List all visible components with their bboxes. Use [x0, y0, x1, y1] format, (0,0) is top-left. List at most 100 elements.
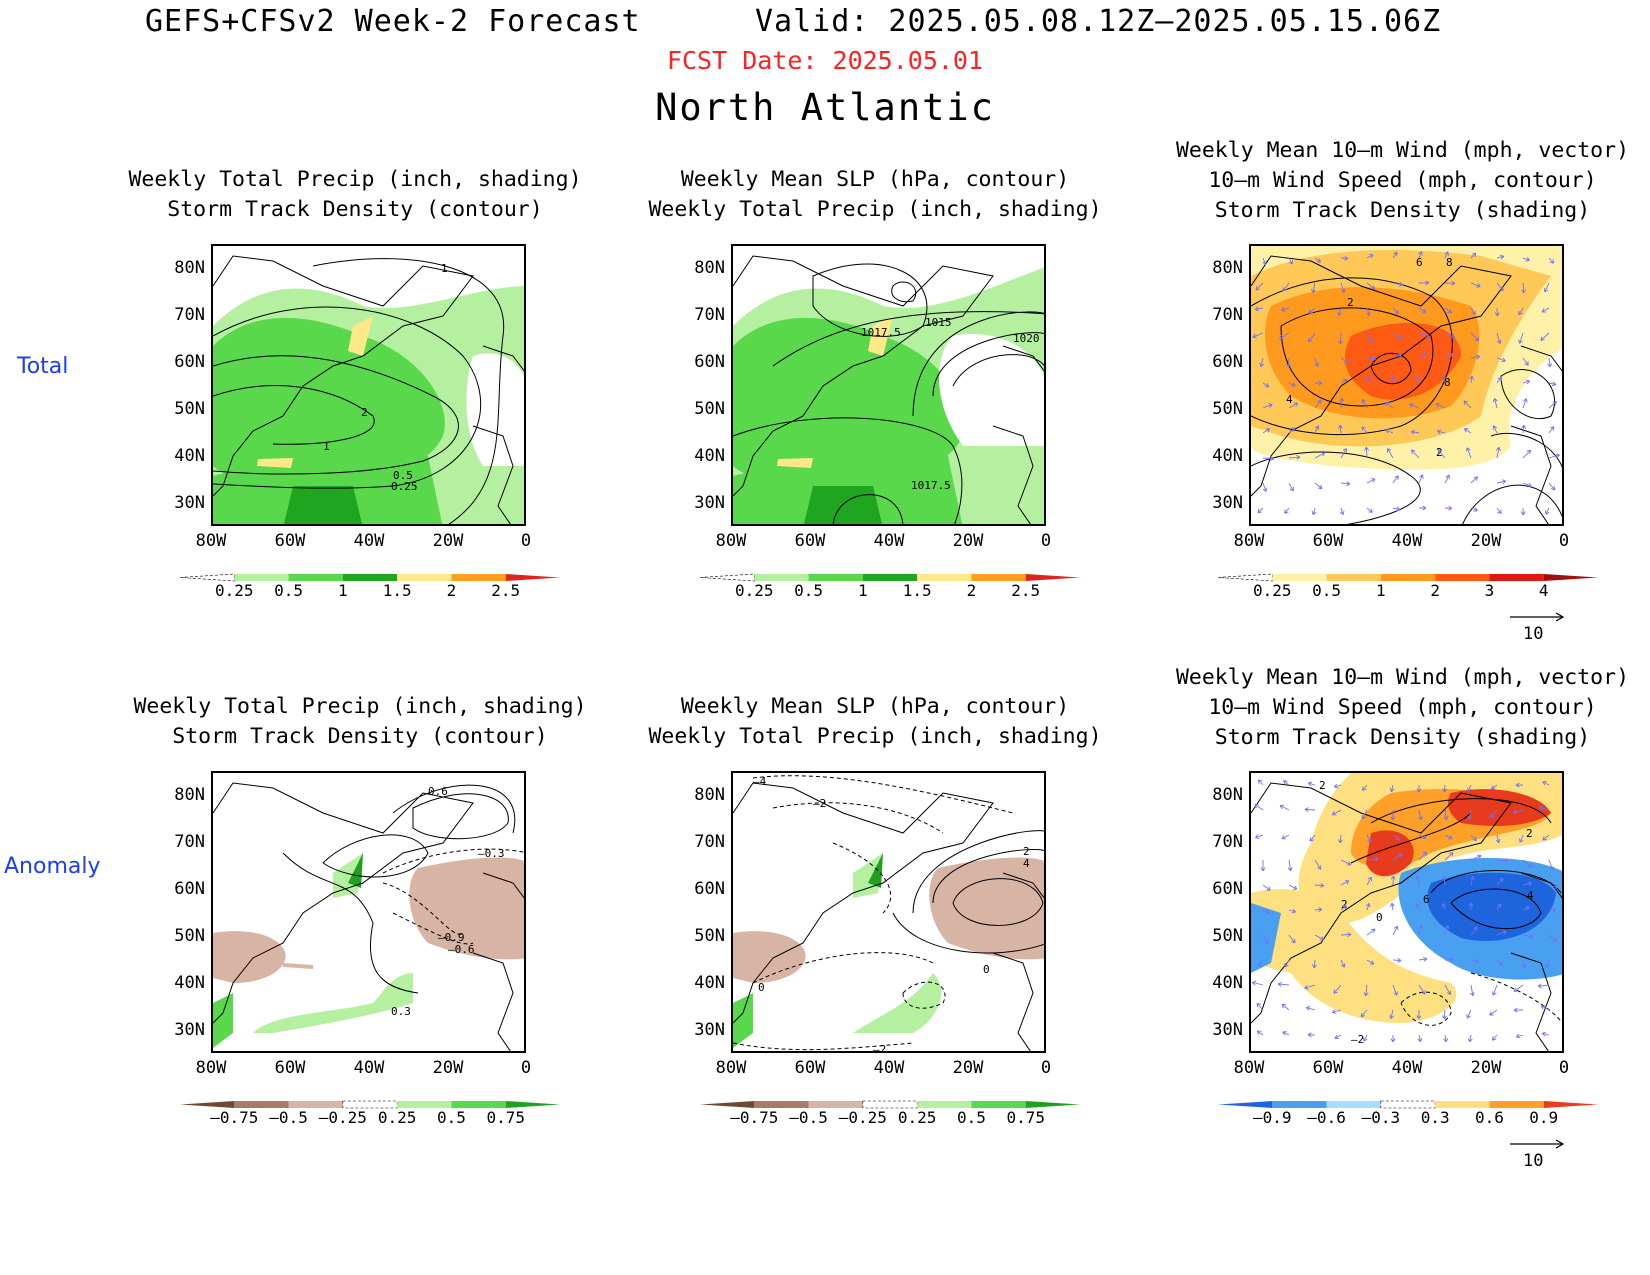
wind-vector: [1314, 380, 1323, 386]
wind-vector: [1470, 354, 1481, 360]
lon-tick-label: 80W: [1233, 531, 1265, 551]
wind-vector: [1314, 934, 1325, 941]
wind-vector: [1262, 909, 1270, 914]
wind-vector: [1366, 959, 1375, 965]
reference-vector-arrow: [1510, 612, 1565, 622]
panel6-title: Weekly Mean 10—m Wind (mph, vector) 10—m …: [1175, 665, 1630, 750]
wind-vector: [1522, 482, 1532, 488]
colorbar-swatch: [1272, 1101, 1327, 1108]
wind-vector: [1470, 332, 1480, 342]
wind-vector: [1418, 352, 1427, 359]
wind-vectors: [1252, 251, 1560, 516]
lon-tick-label: 0: [1558, 1058, 1570, 1078]
wind-vector: [1390, 875, 1396, 886]
wind-vector: [1467, 784, 1472, 792]
wind-vector: [1338, 424, 1343, 434]
wind-vector: [1311, 507, 1317, 516]
wind-vector: [1338, 834, 1343, 844]
lat-tick-label: 30N: [174, 1020, 205, 1040]
wind-vector: [1470, 834, 1477, 842]
colorbar-tick-label: 2.5: [491, 581, 520, 600]
lat-tick-label: 80N: [694, 258, 725, 278]
lon-tick-label: 40W: [1391, 1058, 1423, 1078]
contour-label: 1015: [925, 316, 952, 329]
colorbar-swatch: [234, 1101, 289, 1108]
contour-label: 1017.5: [861, 326, 901, 339]
wind-vector: [1287, 859, 1293, 872]
wind-vector: [1537, 983, 1550, 989]
map-panel-total-slp: 1017.5 1015 1020 1017.5: [731, 244, 1046, 526]
wind-vector: [1257, 507, 1264, 514]
wind-vector: [1309, 834, 1316, 842]
wind-vector: [1496, 332, 1502, 344]
lat-tick-label: 40N: [174, 446, 205, 466]
wind-vector: [1262, 884, 1271, 891]
colorbar-swatch: [1272, 574, 1327, 581]
wind-vector: [1365, 902, 1371, 911]
wind-vector: [1340, 378, 1348, 384]
reference-vector-label: 10: [1523, 1151, 1544, 1171]
contour-label: 1: [323, 440, 330, 453]
wind-vector: [1444, 834, 1453, 840]
wind-vector: [1415, 903, 1420, 911]
wind-vector: [1442, 1009, 1447, 1020]
lat-tick-label: 30N: [1212, 1020, 1243, 1040]
contour-label: 2: [1436, 446, 1443, 459]
lat-tick-label: 70N: [174, 832, 205, 852]
wind-vector: [1288, 257, 1294, 265]
contour-label: 0.25: [391, 480, 418, 493]
wind-vector: [1496, 930, 1507, 936]
lon-tick-label: 20W: [952, 531, 984, 551]
wind-vector: [1489, 1009, 1498, 1016]
reference-vector-arrow: [1510, 1139, 1565, 1149]
wind-vector: [1547, 357, 1553, 368]
wind-vector: [1262, 482, 1268, 492]
colorbar-swatch: [971, 1101, 1026, 1108]
wind-vector: [1286, 357, 1291, 368]
wind-vector: [1494, 307, 1500, 317]
wind-vector: [1363, 984, 1369, 997]
lat-tick-label: 50N: [1212, 926, 1243, 946]
wind-vector: [1256, 1002, 1264, 1011]
colorbar-tick-label: —0.6: [1307, 1108, 1346, 1127]
contour-label: —2: [813, 797, 826, 810]
wind-vector: [1418, 924, 1424, 936]
wind-vector: [1256, 1030, 1264, 1036]
colorbar-swatch: [342, 1100, 398, 1109]
wind-vector: [1362, 784, 1368, 791]
wind-vector: [1518, 834, 1524, 843]
wind-vector: [1340, 959, 1346, 968]
colorbar-swatch: [1380, 574, 1436, 581]
wind-vector: [1418, 280, 1430, 286]
colorbar-tick-label: 2: [967, 581, 977, 600]
colorbar-swatch: [1543, 1101, 1598, 1108]
colorbar-swatch: [234, 574, 289, 581]
colorbar-tick-label: —0.5: [269, 1108, 308, 1127]
colorbar-swatch: [1025, 1101, 1080, 1108]
wind-vector: [1314, 482, 1323, 490]
lat-tick-label: 80N: [1212, 785, 1243, 805]
map-precip-total: 1 2 1 0.5 0.25: [213, 255, 524, 524]
wind-vector: [1340, 932, 1352, 938]
lat-tick-label: 70N: [1212, 832, 1243, 852]
wind-vector: [1392, 834, 1400, 841]
wind-vector: [1277, 981, 1290, 987]
lon-tick-label: 20W: [432, 531, 464, 551]
contour-label: 1: [441, 262, 448, 275]
wind-vector: [1545, 959, 1550, 968]
wind-vector: [1444, 852, 1454, 861]
wind-vector: [1339, 507, 1345, 516]
wind-vector: [1392, 281, 1404, 287]
lon-tick-label: 60W: [274, 1058, 306, 1078]
wind-vector: [1541, 1031, 1550, 1037]
wind-vector: [1366, 507, 1373, 513]
colorbar-swatch: [397, 574, 452, 581]
wind-vectors: [1252, 779, 1558, 1043]
colorbar-swatch: [288, 574, 343, 581]
colorbar-tick-label: 0.25: [378, 1108, 417, 1127]
lat-tick-label: 60N: [174, 879, 205, 899]
wind-vector: [1441, 903, 1447, 911]
map-panel-anom-wind: 2 2 6 4 2 0 —2: [1249, 771, 1564, 1053]
colorbar-tick-label: —0.3: [1362, 1108, 1401, 1127]
contour-label: 4: [1527, 889, 1534, 902]
